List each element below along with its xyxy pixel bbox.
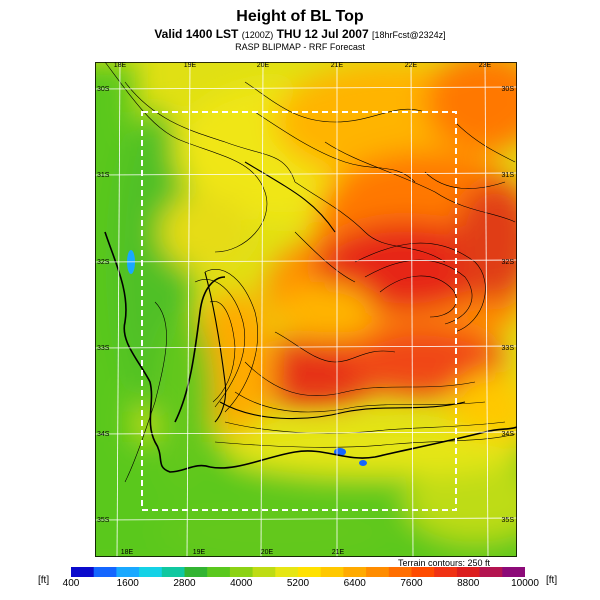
colorbar-swatch — [298, 567, 322, 577]
valid-date: THU 12 Jul 2007 — [276, 27, 369, 41]
colorbar-label: 1600 — [116, 578, 139, 589]
colorbar-swatch — [434, 567, 458, 577]
colorbar-label: 10000 — [511, 578, 539, 589]
lat-left-1: 30S — [97, 86, 110, 93]
map-frame — [95, 62, 517, 557]
colorbar-label: 4000 — [230, 578, 253, 589]
colorbar-label: 8800 — [457, 578, 480, 589]
colorbar-label: 7600 — [400, 578, 423, 589]
lat-left-6: 35S — [97, 517, 110, 524]
lon-top-5: 22E — [405, 62, 418, 69]
colorbar-swatch — [411, 567, 435, 577]
main-ranges — [204, 161, 466, 423]
colorbar-swatch — [139, 567, 163, 577]
colorbar-unit-left: [ft] — [38, 575, 50, 586]
bl-height-field — [95, 62, 517, 557]
bl-top-map: 18E 19E 20E 21E 22E 23E 18E 19E 20E 21E … — [95, 62, 517, 557]
low-spot-2 — [359, 460, 367, 466]
terrain-contours — [104, 62, 516, 483]
map-title: Height of BL Top — [236, 8, 364, 25]
lat-lon-grid — [95, 62, 517, 557]
colorbar-swatch — [479, 567, 503, 577]
lat-right-1: 30S — [502, 86, 515, 93]
colorbar-swatch — [502, 567, 525, 577]
coastline — [104, 231, 517, 473]
lon-top-4: 21E — [331, 62, 344, 69]
colorbar-label: 2800 — [173, 578, 196, 589]
lat-left-2: 31S — [97, 172, 110, 179]
lon-top-1: 18E — [114, 62, 127, 69]
lat-left-3: 32S — [97, 259, 110, 266]
colorbar-swatch — [161, 567, 185, 577]
lon-labels-top: 18E 19E 20E 21E 22E 23E — [114, 62, 492, 69]
lon-labels-bottom: 18E 19E 20E 21E — [121, 549, 345, 556]
colorbar-label: 5200 — [286, 578, 310, 589]
lon-bottom-4: 21E — [332, 549, 345, 556]
colorbar-swatch — [275, 567, 299, 577]
colorbar-unit-right: [ft] — [546, 575, 558, 586]
colorbar-swatch — [366, 567, 390, 577]
lon-bottom-1: 18E — [121, 549, 134, 556]
valid-fcst: [18hrFcst@2324z] — [371, 30, 446, 40]
lat-left-5: 34S — [97, 431, 110, 438]
colorbar — [71, 567, 525, 577]
valid-time-line: Valid 1400 LST (1200Z) THU 12 Jul 2007 [… — [0, 27, 600, 41]
valid-prefix: Valid 1400 LST — [154, 27, 239, 41]
lon-top-6: 23E — [479, 62, 492, 69]
colorbar-swatch — [71, 567, 95, 577]
terrain-contour-note: Terrain contours: 250 ft — [398, 558, 491, 568]
lat-labels-right: 30S 31S 32S 33S 34S 35S — [502, 86, 515, 524]
lat-labels-left: 30S 31S 32S 33S 34S 35S — [97, 86, 110, 524]
lat-right-5: 34S — [502, 431, 515, 438]
valid-code: (1200Z) — [241, 30, 274, 40]
lat-right-2: 31S — [502, 172, 515, 179]
lon-top-3: 20E — [257, 62, 270, 69]
lat-right-3: 32S — [502, 259, 515, 266]
lon-bottom-3: 20E — [261, 549, 274, 556]
lon-top-2: 19E — [184, 62, 197, 69]
colorbar-swatch — [116, 567, 140, 577]
colorbar-swatch — [252, 567, 276, 577]
colorbar-swatch — [184, 567, 208, 577]
lat-left-4: 33S — [97, 345, 110, 352]
map-subtitle: RASP BLIPMAP - RRF Forecast — [235, 42, 365, 52]
colorbar-swatch — [320, 567, 344, 577]
colorbar-swatch — [456, 567, 481, 577]
lon-bottom-2: 19E — [193, 549, 206, 556]
colorbar-swatch — [229, 567, 254, 577]
colorbar-label: 6400 — [343, 578, 366, 589]
colorbar-swatch — [93, 567, 117, 577]
colorbar-swatch — [343, 567, 367, 577]
colorbar-label: 400 — [62, 578, 80, 589]
colorbar-swatch — [388, 567, 412, 577]
lat-right-6: 35S — [502, 517, 515, 524]
lat-right-4: 33S — [502, 345, 515, 352]
colorbar-swatch — [207, 567, 231, 577]
inner-domain-box — [141, 111, 457, 511]
